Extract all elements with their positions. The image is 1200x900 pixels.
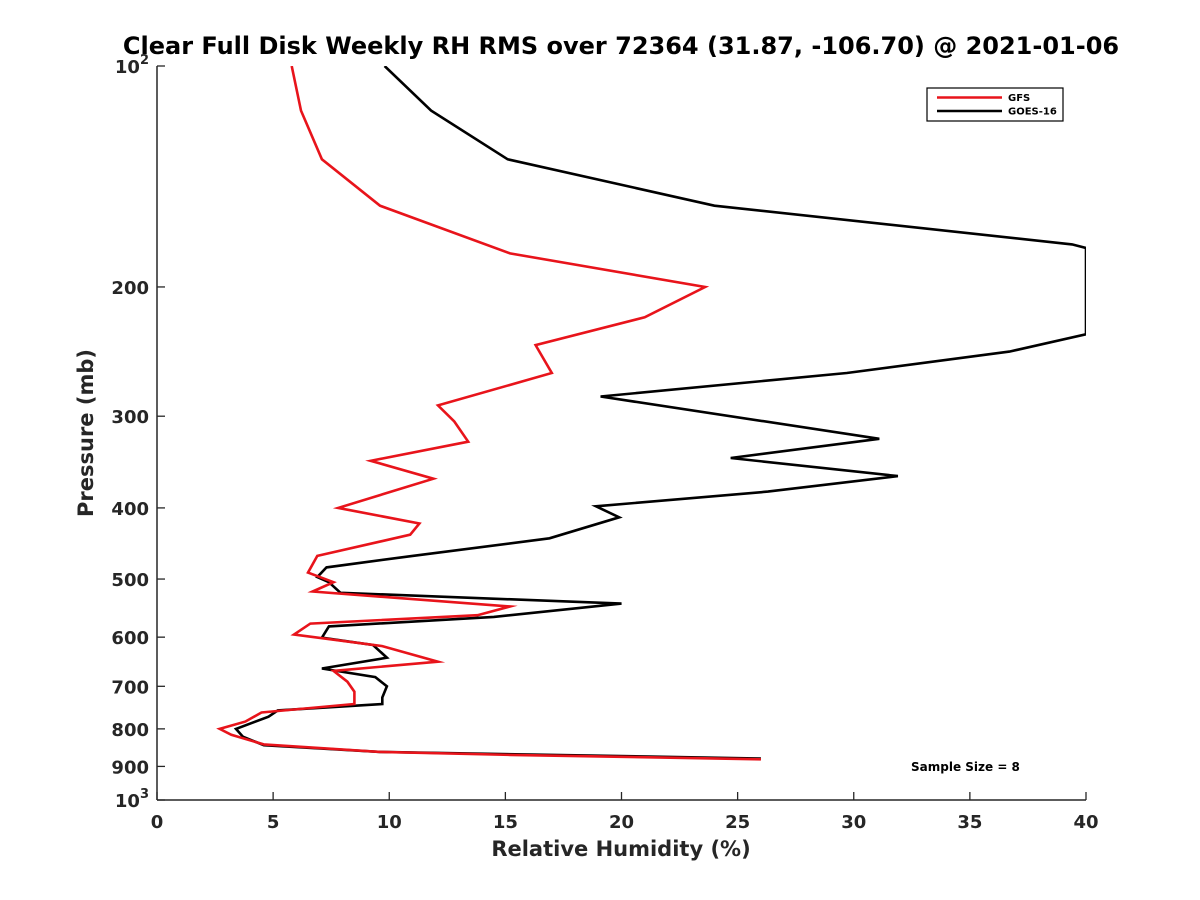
y-tick-label: 200 (111, 278, 149, 299)
y-axis-label: Pressure (mb) (74, 349, 98, 517)
legend-box (926, 87, 1064, 122)
y-tick-label: 600 (111, 628, 149, 649)
x-tick-label: 40 (1073, 812, 1098, 833)
x-tick-label: 25 (725, 812, 750, 833)
y-tick-label: 300 (111, 407, 149, 428)
y-tick-label: 700 (111, 677, 149, 698)
x-tick-label: 5 (267, 812, 280, 833)
legend: GFS GOES-16 (926, 87, 1064, 122)
sample-size-annotation: Sample Size = 8 (911, 760, 1020, 774)
x-tick-label: 35 (957, 812, 982, 833)
y-tick-label: 102 (115, 53, 149, 78)
x-tick-label: 30 (841, 812, 866, 833)
series-line-gfs (216, 66, 761, 761)
legend-label-goes16: GOES-16 (1008, 107, 1057, 118)
x-tick-label: 20 (609, 812, 634, 833)
y-tick-label: 900 (111, 757, 149, 778)
x-tick-label: 10 (377, 812, 402, 833)
y-tick-label: 500 (111, 570, 149, 591)
legend-label-gfs: GFS (1008, 93, 1030, 104)
y-tick-label: 800 (111, 720, 149, 741)
chart-title: Clear Full Disk Weekly RH RMS over 72364… (123, 32, 1119, 60)
x-axis-label: Relative Humidity (%) (491, 837, 750, 861)
x-tick-label: 0 (151, 812, 164, 833)
y-tick-label: 400 (111, 499, 149, 520)
x-tick-label: 15 (493, 812, 518, 833)
y-tick-label: 103 (115, 787, 149, 812)
